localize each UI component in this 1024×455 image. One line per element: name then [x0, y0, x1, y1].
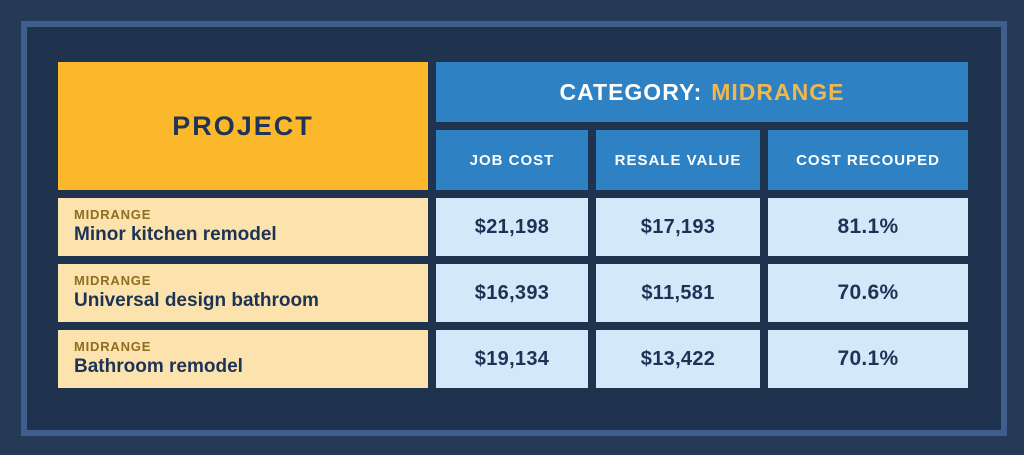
row-project-name: Universal design bathroom: [74, 289, 319, 311]
row-category-label: MIDRANGE: [74, 339, 152, 355]
category-header: CATEGORY: MIDRANGE: [436, 62, 968, 122]
row-project-name: Bathroom remodel: [74, 355, 243, 377]
row-project-name: Minor kitchen remodel: [74, 223, 277, 245]
cost-recouped-value: 70.6%: [768, 264, 968, 322]
category-header-value: MIDRANGE: [711, 78, 845, 105]
cost-value-table: PROJECT CATEGORY: MIDRANGE JOB COST RESA…: [58, 62, 968, 388]
column-header-resale-value: RESALE VALUE: [596, 130, 760, 190]
table-row-project-minor-kitchen-remodel: MIDRANGE Minor kitchen remodel: [58, 198, 428, 256]
row-category-label: MIDRANGE: [74, 207, 152, 223]
job-cost-value: $16,393: [436, 264, 588, 322]
table-row-project-bathroom-remodel: MIDRANGE Bathroom remodel: [58, 330, 428, 388]
resale-value: $13,422: [596, 330, 760, 388]
row-category-label: MIDRANGE: [74, 273, 152, 289]
column-header-cost-recouped: COST RECOUPED: [768, 130, 968, 190]
job-cost-value: $21,198: [436, 198, 588, 256]
cost-recouped-value: 81.1%: [768, 198, 968, 256]
category-header-label: CATEGORY:: [559, 78, 703, 105]
resale-value: $11,581: [596, 264, 760, 322]
resale-value: $17,193: [596, 198, 760, 256]
table-row-project-universal-design-bathroom: MIDRANGE Universal design bathroom: [58, 264, 428, 322]
project-column-header: PROJECT: [58, 62, 428, 190]
column-header-job-cost: JOB COST: [436, 130, 588, 190]
job-cost-value: $19,134: [436, 330, 588, 388]
cost-recouped-value: 70.1%: [768, 330, 968, 388]
